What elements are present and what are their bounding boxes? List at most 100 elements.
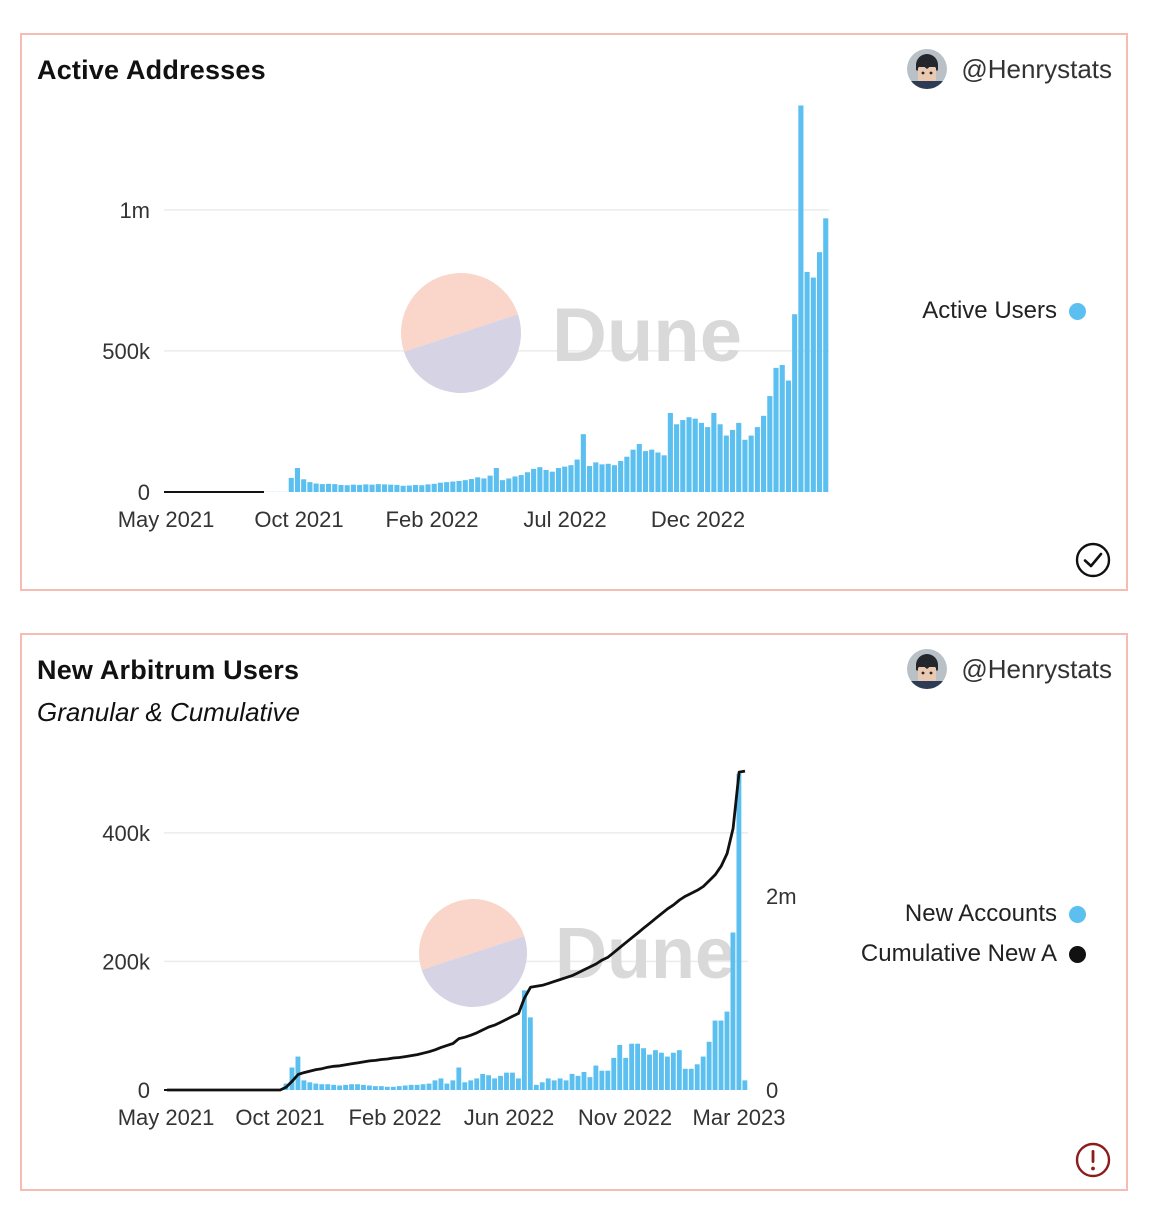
bar[interactable]	[500, 480, 506, 492]
bar[interactable]	[533, 1084, 539, 1090]
bar[interactable]	[624, 456, 630, 492]
bar[interactable]	[515, 1078, 521, 1090]
author-name[interactable]: @Henrystats	[961, 653, 1112, 684]
bar[interactable]	[736, 773, 742, 1090]
bar[interactable]	[384, 1086, 390, 1090]
legend-item-active-users[interactable]: Active Users	[922, 297, 1086, 325]
bar[interactable]	[504, 1072, 509, 1090]
bar[interactable]	[349, 1084, 354, 1090]
bar[interactable]	[618, 460, 624, 492]
bar[interactable]	[653, 1050, 658, 1090]
bar[interactable]	[444, 482, 450, 492]
bar[interactable]	[545, 1078, 551, 1090]
bar[interactable]	[480, 1073, 486, 1090]
bar[interactable]	[575, 1075, 581, 1090]
bar[interactable]	[344, 485, 350, 492]
bar[interactable]	[641, 1048, 646, 1090]
bar[interactable]	[498, 1075, 503, 1090]
bar[interactable]	[332, 484, 338, 492]
bar[interactable]	[798, 105, 804, 492]
legend-item-new-accounts[interactable]: New Accounts	[905, 900, 1086, 928]
bar[interactable]	[736, 422, 742, 492]
bar[interactable]	[692, 418, 698, 492]
bar[interactable]	[506, 478, 512, 492]
bar[interactable]	[396, 1086, 402, 1090]
bar[interactable]	[700, 1056, 706, 1090]
bar[interactable]	[412, 484, 419, 492]
bar[interactable]	[659, 1052, 664, 1090]
bar[interactable]	[611, 465, 617, 492]
bar[interactable]	[642, 451, 649, 492]
bar[interactable]	[711, 413, 717, 492]
bar[interactable]	[301, 479, 307, 492]
bar[interactable]	[313, 1083, 319, 1090]
bar[interactable]	[426, 1083, 432, 1090]
bar[interactable]	[400, 485, 406, 492]
bar[interactable]	[307, 1082, 313, 1090]
bar[interactable]	[587, 1077, 593, 1090]
bar[interactable]	[718, 1020, 724, 1090]
bar[interactable]	[402, 1085, 408, 1091]
bar[interactable]	[611, 1057, 617, 1090]
bar[interactable]	[331, 1084, 337, 1090]
cumulative-line[interactable]	[167, 769, 746, 1092]
bar[interactable]	[420, 1084, 426, 1090]
bar[interactable]	[381, 484, 388, 492]
bar[interactable]	[289, 1067, 295, 1091]
bar[interactable]	[792, 314, 798, 492]
bar[interactable]	[462, 480, 468, 492]
bar[interactable]	[730, 932, 736, 1091]
bar[interactable]	[361, 1084, 366, 1090]
bar[interactable]	[486, 1075, 492, 1090]
bar[interactable]	[343, 1084, 349, 1090]
bar[interactable]	[294, 468, 301, 492]
bar[interactable]	[706, 1041, 712, 1090]
bar[interactable]	[425, 484, 431, 492]
bar[interactable]	[810, 277, 816, 492]
bar[interactable]	[388, 484, 394, 492]
bar[interactable]	[748, 435, 754, 492]
bar[interactable]	[580, 434, 586, 492]
bar[interactable]	[712, 1020, 718, 1090]
bar[interactable]	[754, 427, 760, 492]
bar[interactable]	[717, 424, 723, 492]
bar[interactable]	[549, 471, 555, 492]
bar[interactable]	[367, 1085, 372, 1091]
bar[interactable]	[569, 1073, 575, 1090]
bar[interactable]	[338, 484, 344, 492]
alert-circle-icon[interactable]	[1074, 1141, 1112, 1179]
bar[interactable]	[742, 1080, 748, 1090]
bar[interactable]	[647, 1054, 652, 1090]
bar[interactable]	[481, 478, 487, 492]
bar[interactable]	[593, 1065, 599, 1090]
bar[interactable]	[742, 439, 748, 492]
bar[interactable]	[518, 475, 524, 492]
bar[interactable]	[605, 463, 611, 492]
bar[interactable]	[390, 1086, 396, 1090]
author-name[interactable]: @Henrystats	[961, 53, 1112, 84]
bar[interactable]	[337, 1085, 343, 1091]
bar[interactable]	[487, 475, 493, 492]
bar[interactable]	[432, 1080, 438, 1090]
bar[interactable]	[563, 1080, 569, 1090]
bar[interactable]	[688, 1068, 694, 1090]
bar[interactable]	[605, 1070, 611, 1090]
bar[interactable]	[635, 1043, 641, 1090]
bar[interactable]	[437, 482, 443, 492]
bar[interactable]	[363, 484, 369, 492]
bar[interactable]	[512, 476, 518, 492]
bar[interactable]	[581, 1072, 587, 1090]
bar[interactable]	[551, 1080, 557, 1090]
bar[interactable]	[557, 1078, 563, 1090]
author-badge[interactable]: @Henrystats	[907, 649, 1112, 689]
bar[interactable]	[729, 429, 736, 492]
bar[interactable]	[686, 417, 692, 492]
bar[interactable]	[431, 483, 437, 492]
bar[interactable]	[623, 1057, 629, 1090]
bar[interactable]	[543, 469, 549, 492]
bar[interactable]	[661, 455, 667, 492]
bar[interactable]	[408, 1084, 414, 1090]
bar[interactable]	[555, 468, 562, 492]
bar[interactable]	[468, 1080, 474, 1090]
bar[interactable]	[475, 477, 481, 492]
